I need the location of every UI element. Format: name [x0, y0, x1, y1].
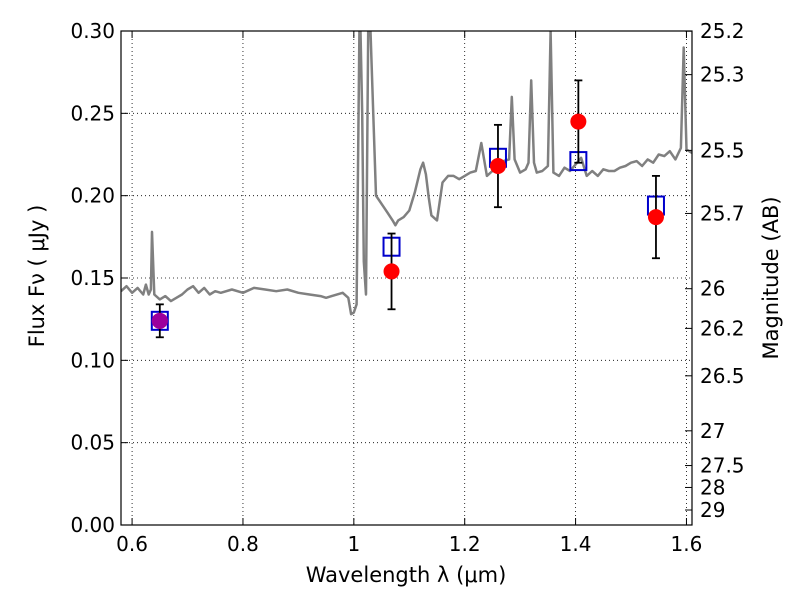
x-tick-label: 1.6 — [671, 532, 703, 556]
plot-area — [121, 31, 692, 339]
x-tick-label: 0.8 — [227, 532, 259, 556]
grid-lines — [121, 30, 692, 526]
y-tick-label: 0.30 — [70, 19, 115, 43]
y-tick-label: 0.10 — [70, 348, 115, 372]
y-tick-label: 0.20 — [70, 184, 115, 208]
axes: 0.6 0.8 1 1.2 1.4 1.6 0.00 0.05 0.10 0.15 0.20 0.25… — [70, 19, 744, 556]
observed-photometry-point — [570, 113, 587, 130]
observed-photometry-point — [489, 158, 506, 175]
magnitude-tick-label: 26.2 — [700, 316, 745, 340]
spectrum-line — [121, 31, 692, 316]
magnitude-tick-label: 26 — [700, 277, 725, 301]
magnitude-tick-label: 27.5 — [700, 454, 745, 478]
magnitude-tick-label: 26.5 — [700, 364, 745, 388]
magnitude-tick-label: 28 — [700, 475, 725, 499]
observed-photometry-point — [383, 263, 400, 280]
magnitude-tick-label: 25.7 — [700, 201, 745, 225]
x-tick-label: 1.4 — [560, 532, 592, 556]
y-tick-label: 0.00 — [70, 513, 115, 537]
x-axis-label: Wavelength λ (μm) — [306, 563, 507, 587]
magnitude-tick-label: 29 — [700, 498, 725, 522]
y-tick-label: 0.25 — [70, 101, 115, 125]
plot-frame — [120, 30, 693, 526]
overlap-point — [151, 312, 168, 329]
magnitude-axis-label: Magnitude (AB) — [759, 196, 783, 359]
x-tick-label: 0.6 — [116, 532, 148, 556]
magnitude-tick-label: 25.5 — [700, 138, 745, 162]
y-axis-label: Flux Fν ( μJy ) — [25, 205, 49, 348]
magnitude-tick-label: 25.3 — [700, 63, 745, 87]
magnitude-tick-label: 27 — [700, 419, 725, 443]
magnitude-tick-label: 25.2 — [700, 19, 745, 43]
observed-photometry-point — [647, 209, 664, 226]
y-tick-label: 0.05 — [70, 431, 115, 455]
x-tick-label: 1.2 — [449, 532, 481, 556]
x-tick-label: 1 — [347, 532, 360, 556]
y-tick-label: 0.15 — [70, 266, 115, 290]
